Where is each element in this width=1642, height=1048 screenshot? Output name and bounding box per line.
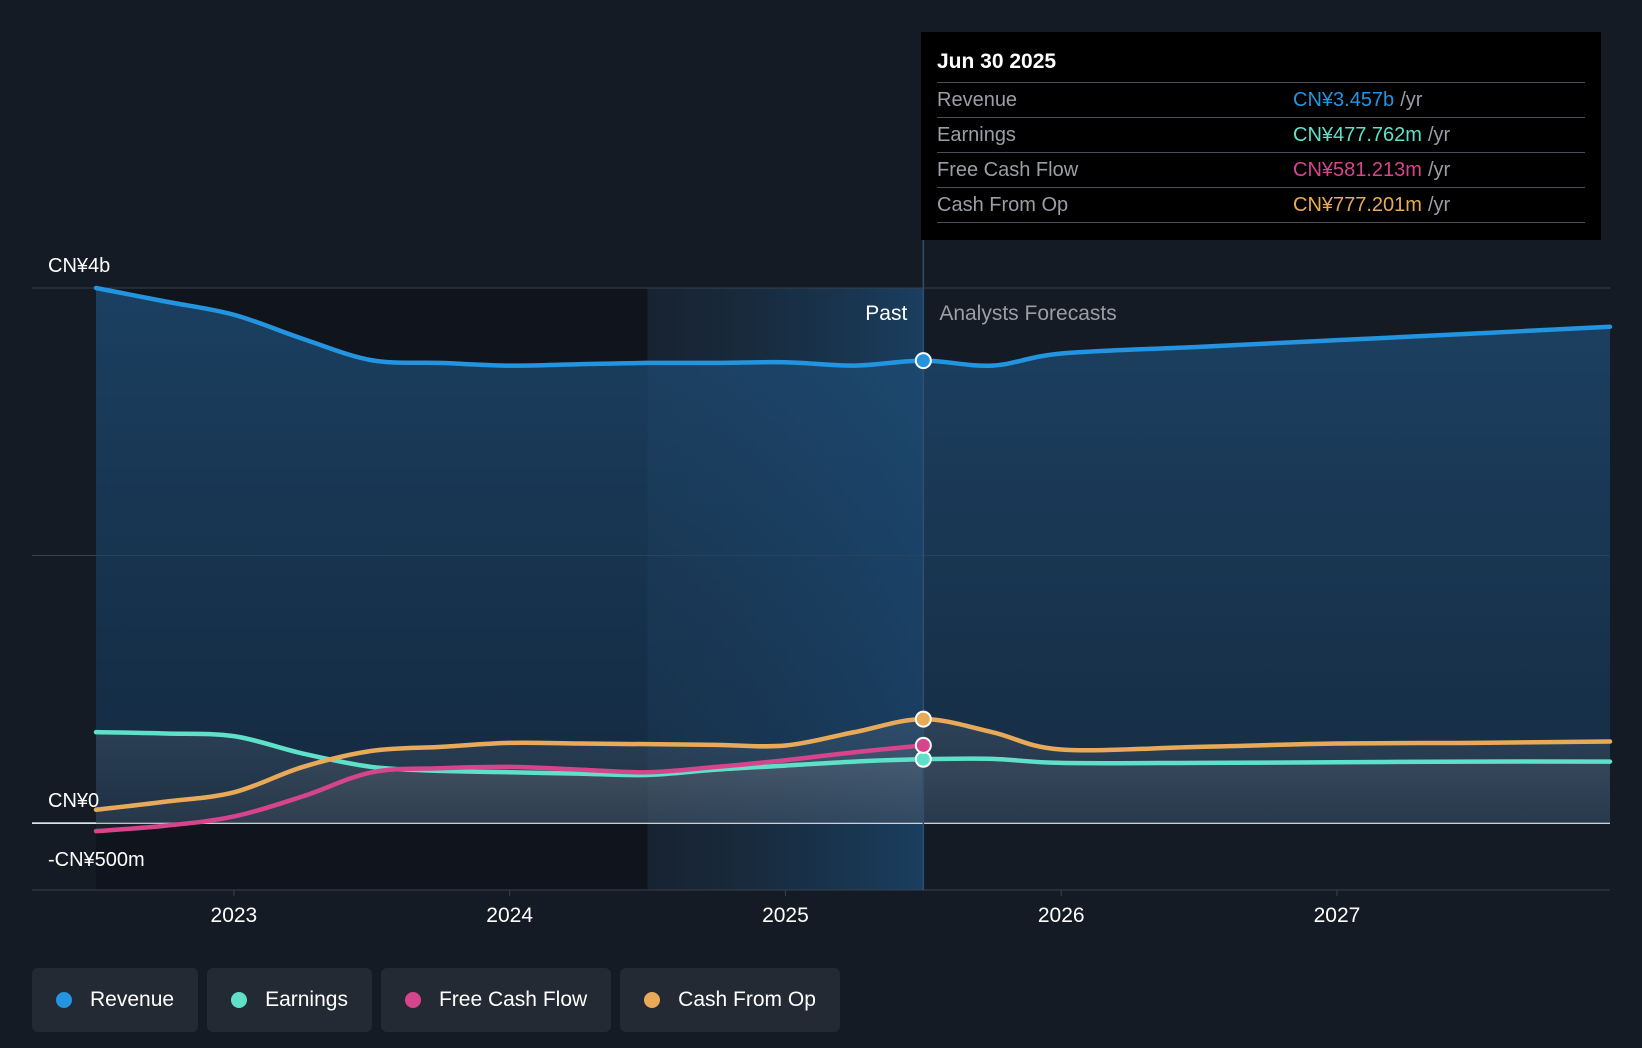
line-cash-from-op (93, 716, 1613, 812)
legend-dot-icon (644, 992, 661, 1008)
tooltip-label: Cash From Op (937, 194, 1069, 216)
tooltip-value: CN¥777.201m/yr (1293, 188, 1450, 222)
tooltip-value-text: CN¥581.213m (1293, 159, 1422, 181)
x-tick-label: 2026 (1038, 904, 1085, 927)
tooltip-unit: /yr (1427, 159, 1451, 181)
legend-label: Earnings (265, 988, 348, 1011)
y-tick-label: CN¥4b (48, 255, 110, 277)
x-tick-label: 2027 (1314, 904, 1361, 927)
tooltip-value: CN¥581.213m/yr (1293, 153, 1450, 187)
legend-label: Free Cash Flow (438, 988, 588, 1011)
tooltip-label: Earnings (937, 124, 1016, 146)
legend-item-revenue[interactable]: Revenue (32, 968, 199, 1032)
tooltip-row-earnings: Earnings CN¥477.762m/yr (937, 118, 1585, 153)
tooltip-value: CN¥3.457b/yr (1293, 83, 1422, 117)
line-free-cash-flow (93, 743, 926, 834)
x-tick-label: 2024 (486, 904, 533, 927)
legend-dot-icon (231, 992, 248, 1008)
tooltip-date: Jun 30 2025 (937, 46, 1585, 83)
tooltip-label: Free Cash Flow (937, 159, 1079, 181)
legend-item-cash-from-op[interactable]: Cash From Op (620, 968, 840, 1032)
x-tick-label: 2023 (211, 904, 258, 927)
legend-item-earnings[interactable]: Earnings (207, 968, 372, 1032)
tooltip-row-revenue: Revenue CN¥3.457b/yr (937, 83, 1585, 118)
tooltip: Jun 30 2025 Revenue CN¥3.457b/yr Earning… (921, 32, 1601, 240)
legend-label: Revenue (90, 988, 175, 1011)
tooltip-value-text: CN¥777.201m (1293, 194, 1422, 216)
tooltip-value: CN¥477.762m/yr (1293, 118, 1450, 152)
tooltip-value-text: CN¥3.457b (1293, 89, 1395, 111)
line-earnings (93, 729, 1613, 778)
legend-label: Cash From Op (678, 988, 816, 1011)
y-tick-label: -CN¥500m (48, 849, 145, 871)
legend-dot-icon (56, 992, 72, 1008)
marker-free-cash-flow (914, 736, 932, 754)
tooltip-row-free-cash-flow: Free Cash Flow CN¥581.213m/yr (937, 153, 1585, 188)
legend-item-free-cash-flow[interactable]: Free Cash Flow (380, 968, 612, 1032)
marker-earnings (914, 750, 932, 768)
area-revenue (96, 288, 1610, 824)
tooltip-unit: /yr (1427, 124, 1451, 146)
x-tick-label: 2025 (762, 904, 809, 927)
line-revenue (93, 285, 1613, 368)
tooltip-label: Revenue (937, 89, 1018, 111)
tooltip-row-cash-from-op: Cash From Op CN¥777.201m/yr (937, 188, 1585, 223)
marker-revenue (914, 352, 932, 370)
y-tick-label: CN¥0 (48, 790, 99, 812)
legend: Revenue Earnings Free Cash Flow Cash Fro… (32, 968, 840, 1032)
region-label-past: Past (865, 302, 907, 325)
legend-dot-icon (404, 992, 421, 1008)
tooltip-unit: /yr (1427, 194, 1451, 216)
region-label-forecast: Analysts Forecasts (939, 302, 1116, 325)
tooltip-unit: /yr (1400, 89, 1423, 111)
tooltip-value-text: CN¥477.762m (1293, 124, 1422, 146)
marker-cash-from-op (914, 710, 932, 728)
